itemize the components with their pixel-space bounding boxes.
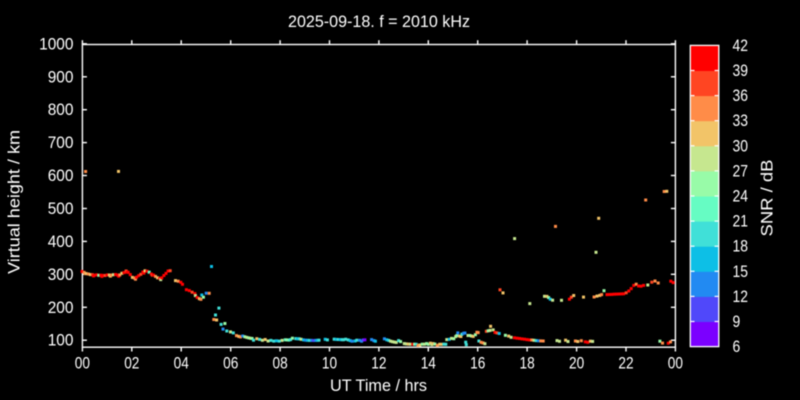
svg-text:500: 500 bbox=[48, 199, 74, 218]
svg-text:10: 10 bbox=[322, 354, 337, 373]
svg-text:200: 200 bbox=[48, 298, 74, 317]
svg-text:27: 27 bbox=[733, 161, 749, 180]
svg-text:12: 12 bbox=[733, 287, 749, 306]
svg-text:Virtual height / km: Virtual height / km bbox=[5, 130, 24, 274]
svg-text:06: 06 bbox=[223, 354, 238, 373]
svg-text:36: 36 bbox=[733, 86, 749, 105]
svg-text:16: 16 bbox=[470, 354, 485, 373]
svg-text:9: 9 bbox=[733, 312, 741, 331]
svg-text:15: 15 bbox=[733, 262, 749, 281]
svg-text:900: 900 bbox=[48, 67, 74, 86]
svg-text:1000: 1000 bbox=[39, 34, 73, 53]
svg-text:00: 00 bbox=[668, 354, 683, 373]
svg-text:14: 14 bbox=[421, 354, 436, 373]
svg-text:12: 12 bbox=[371, 354, 386, 373]
svg-text:700: 700 bbox=[48, 133, 74, 152]
svg-text:24: 24 bbox=[733, 187, 749, 206]
svg-text:39: 39 bbox=[733, 61, 749, 80]
svg-text:2025-09-18. f = 2010 kHz: 2025-09-18. f = 2010 kHz bbox=[288, 12, 470, 31]
svg-text:100: 100 bbox=[48, 331, 74, 350]
svg-text:20: 20 bbox=[569, 354, 584, 373]
svg-text:30: 30 bbox=[733, 136, 749, 155]
svg-text:400: 400 bbox=[48, 232, 74, 251]
svg-text:300: 300 bbox=[48, 265, 74, 284]
svg-text:33: 33 bbox=[733, 111, 749, 130]
svg-text:04: 04 bbox=[174, 354, 189, 373]
svg-text:800: 800 bbox=[48, 100, 74, 119]
svg-text:00: 00 bbox=[75, 354, 90, 373]
svg-text:02: 02 bbox=[124, 354, 139, 373]
svg-text:22: 22 bbox=[618, 354, 633, 373]
svg-text:6: 6 bbox=[733, 337, 741, 356]
svg-text:SNR / dB: SNR / dB bbox=[758, 160, 777, 237]
svg-text:18: 18 bbox=[733, 237, 749, 256]
svg-text:18: 18 bbox=[520, 354, 535, 373]
svg-text:42: 42 bbox=[733, 36, 749, 55]
svg-text:21: 21 bbox=[733, 212, 749, 231]
svg-text:600: 600 bbox=[48, 166, 74, 185]
svg-text:08: 08 bbox=[273, 354, 288, 373]
svg-text:UT Time / hrs: UT Time / hrs bbox=[330, 376, 427, 395]
